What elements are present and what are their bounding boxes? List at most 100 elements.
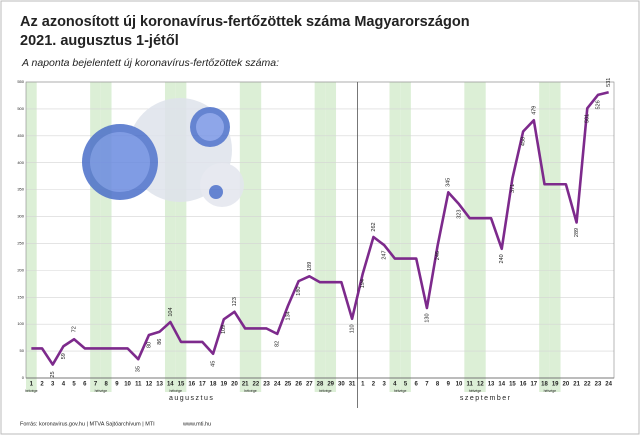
x-tick-label: 7 <box>425 382 429 388</box>
value-label: 25 <box>50 371 56 377</box>
value-label: 531 <box>606 78 612 87</box>
x-tick-label: 10 <box>456 382 463 388</box>
x-tick-label: 17 <box>530 382 537 388</box>
weekend-band <box>475 82 486 392</box>
y-tick-label: 350 <box>17 187 24 192</box>
series-line <box>31 90 609 366</box>
x-tick-label: 8 <box>436 382 440 388</box>
x-tick-label: 29 <box>327 382 334 388</box>
weekend-band <box>539 82 550 392</box>
value-label: 194 <box>360 279 366 288</box>
weekend-band <box>325 82 337 392</box>
weekend-band <box>100 82 112 392</box>
y-tick-label: 100 <box>17 321 24 326</box>
value-label: 323 <box>456 210 462 219</box>
x-tick-label: 6 <box>415 382 419 388</box>
x-tick-label: 15 <box>509 382 516 388</box>
value-label: 526 <box>595 100 601 109</box>
value-label: 345 <box>446 178 452 187</box>
value-label: 240 <box>499 254 505 263</box>
weekend-band <box>400 82 411 392</box>
value-label: 109 <box>221 325 227 334</box>
y-tick-label: 50 <box>20 348 25 353</box>
x-tick-label: 21 <box>573 382 580 388</box>
x-tick-label: 20 <box>231 382 238 388</box>
x-tick-label: 2 <box>372 382 376 388</box>
weekend-band <box>389 82 401 392</box>
weekend-band <box>175 82 187 392</box>
y-tick-label: 200 <box>17 267 24 272</box>
x-tick-label: 19 <box>220 382 227 388</box>
x-tick-label: 19 <box>552 382 559 388</box>
value-label: 80 <box>146 342 152 348</box>
x-tick-label: 17 <box>199 382 206 388</box>
x-tick-label: 12 <box>146 382 153 388</box>
chart-subtitle: A naponta bejelentett új koronavírus-fer… <box>21 57 279 69</box>
weekend-band <box>239 82 251 392</box>
value-label: 35 <box>136 366 142 372</box>
x-tick-label: 28 <box>317 382 324 388</box>
x-tick-label: 11 <box>135 382 142 388</box>
value-label: 247 <box>382 250 388 259</box>
value-label: 246 <box>435 251 441 260</box>
x-tick-label: 14 <box>167 382 174 388</box>
y-tick-label: 500 <box>17 106 24 111</box>
value-label: 59 <box>61 353 67 359</box>
weekend-label: hétvége <box>469 389 482 393</box>
weekend-label: hétvége <box>244 389 257 393</box>
value-label: 458 <box>521 137 527 146</box>
y-tick-label: 450 <box>17 133 24 138</box>
weekend-band <box>250 82 262 392</box>
x-tick-label: 7 <box>94 382 98 388</box>
weekend-band <box>464 82 476 392</box>
weekend-label: hétvége <box>319 389 332 393</box>
x-tick-label: 16 <box>188 382 195 388</box>
x-tick-label: 25 <box>285 382 292 388</box>
x-tick-label: 24 <box>274 382 281 388</box>
weekend-band <box>164 82 176 392</box>
x-group-label: augusztus <box>169 395 214 402</box>
x-tick-label: 13 <box>156 382 163 388</box>
x-tick-label: 2 <box>40 382 44 388</box>
value-label: 371 <box>510 184 516 193</box>
weekend-band <box>26 82 37 392</box>
weekend-label: hétvége <box>25 389 38 393</box>
x-tick-label: 3 <box>382 382 386 388</box>
x-tick-label: 24 <box>605 382 612 388</box>
x-tick-label: 22 <box>584 382 591 388</box>
x-tick-label: 5 <box>72 382 76 388</box>
value-label: 45 <box>211 361 217 367</box>
weekend-label: hétvége <box>394 389 407 393</box>
axis-box <box>25 81 615 379</box>
value-label: 262 <box>371 222 377 231</box>
value-label: 86 <box>157 339 163 345</box>
x-tick-label: 21 <box>242 382 249 388</box>
source: Forrás: koronavirus.gov.hu | MTVA Sajtóa… <box>20 421 155 427</box>
x-tick-label: 23 <box>595 382 602 388</box>
x-group-label: szeptember <box>460 395 512 402</box>
value-label: 130 <box>424 313 430 322</box>
x-tick-label: 5 <box>404 382 408 388</box>
y-tick-label: 250 <box>17 241 24 246</box>
x-tick-label: 6 <box>83 382 87 388</box>
value-label: 104 <box>168 307 174 316</box>
x-tick-label: 22 <box>253 382 260 388</box>
value-label: 134 <box>285 311 291 320</box>
weekend-label: hétvége <box>169 389 182 393</box>
value-label: 289 <box>574 228 580 237</box>
x-tick-label: 27 <box>306 382 313 388</box>
value-label: 479 <box>531 106 537 115</box>
x-tick-label: 3 <box>51 382 55 388</box>
x-tick-label: 12 <box>477 382 484 388</box>
x-tick-label: 10 <box>124 382 131 388</box>
x-tick-label: 20 <box>563 382 570 388</box>
x-tick-label: 1 <box>361 382 365 388</box>
value-label: 501 <box>585 114 591 123</box>
x-tick-label: 13 <box>488 382 495 388</box>
weekend-label: hétvége <box>544 389 557 393</box>
value-label: 82 <box>275 341 281 347</box>
y-tick-label: 0 <box>22 375 25 380</box>
x-tick-label: 9 <box>115 382 119 388</box>
x-tick-label: 4 <box>62 382 66 388</box>
x-tick-label: 15 <box>178 382 185 388</box>
